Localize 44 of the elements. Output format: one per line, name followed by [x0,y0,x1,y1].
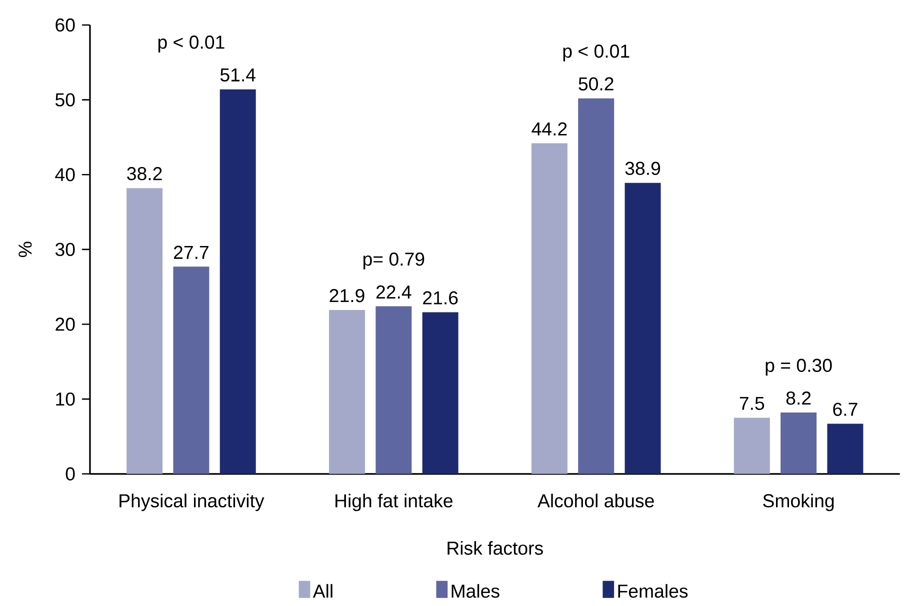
y-tick-label: 30 [55,242,75,256]
x-axis-title: Risk factors [448,541,543,555]
annotation: p = 0.30 [766,358,832,376]
data-label: 7.5 [740,397,764,410]
y-tick-label: 20 [56,318,75,332]
data-label: 6.7 [833,402,858,416]
y-tick-label: 60 [56,18,75,32]
legend-label: All [312,584,332,598]
data-label: 38.2 [127,167,162,180]
x-tick-label: Alcohol abuse [538,494,654,508]
bar [376,306,412,474]
legend-label: Females [618,584,688,598]
y-tick-label: 50 [55,93,75,107]
x-tick-label: Smoking [763,494,834,512]
y-tick-label: 40 [55,168,75,182]
bar [173,266,210,474]
x-tick-label: Physical inactivity [120,494,264,512]
legend-label: Males [452,584,500,598]
bar [624,182,661,474]
bar [329,310,365,474]
y-tick-label: 10 [56,392,75,406]
annotation: p < 0.01 [563,44,630,62]
x-tick-label: High fat intake [336,494,452,512]
data-label: 8.2 [786,392,811,405]
y-axis-title: % [18,242,32,258]
data-label: 21.6 [423,291,458,305]
data-label: 51.4 [220,68,256,82]
data-label: 50.2 [578,77,614,91]
data-label: 38.9 [625,162,660,176]
data-label: 27.7 [174,246,208,259]
bar [531,143,568,474]
bar [422,312,458,474]
bar [126,188,163,474]
y-tick-label: 0 [66,467,75,481]
data-label: 44.2 [532,122,567,136]
bar [827,424,864,474]
bar [578,98,614,474]
bar [220,89,256,474]
data-label: 22.4 [376,286,412,299]
bar [780,412,817,474]
annotation: p= 0.79 [363,252,424,270]
data-label: 21.9 [330,289,364,302]
annotation: p < 0.01 [158,36,224,53]
bar [734,418,770,474]
